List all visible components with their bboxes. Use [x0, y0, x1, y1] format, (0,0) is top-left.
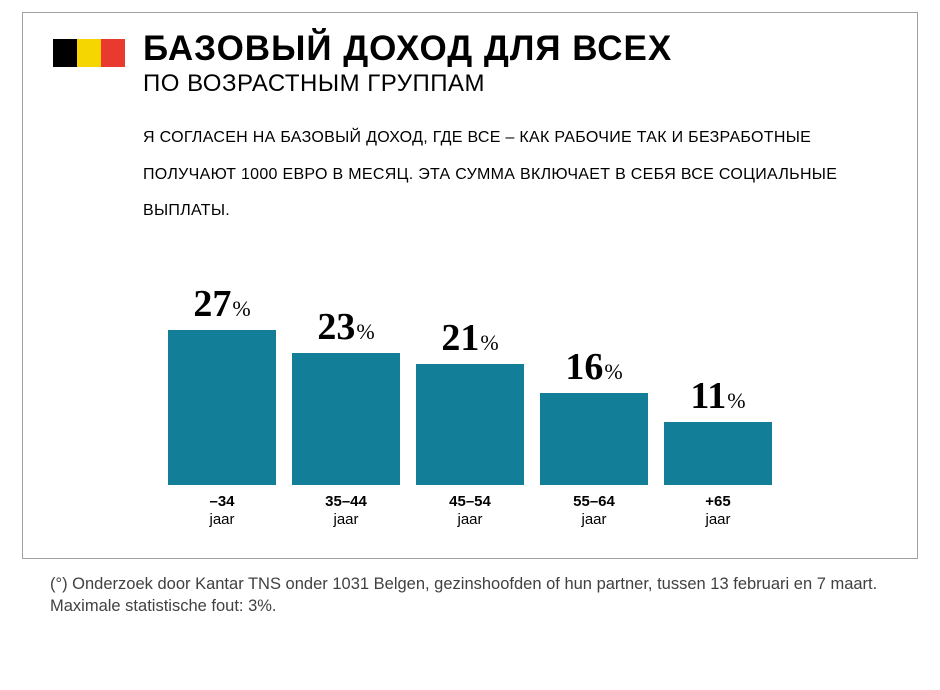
bar-category-label: 35–44jaar [325, 493, 367, 531]
bar [664, 422, 772, 485]
bar-group: 16% 55–64jaar [539, 345, 649, 530]
bar [540, 393, 648, 485]
chart-frame: БАЗОВЫЙ ДОХОД ДЛЯ ВСЕХ ПО ВОЗРАСТНЫМ ГРУ… [22, 12, 918, 559]
bar-category-label: 45–54jaar [449, 493, 491, 531]
bar-group: 23% 35–44jaar [291, 305, 401, 531]
flag-stripe-2 [77, 39, 101, 67]
bar-chart: 27% –34jaar 23% 35–44jaar 21% 45–54jaar 16% 55–… [53, 260, 887, 530]
bar [416, 364, 524, 485]
bar-value-label: 23% [317, 305, 374, 349]
bar-value-label: 27% [193, 282, 250, 326]
bar-category-label: +65jaar [705, 493, 730, 531]
belgium-flag-icon [53, 39, 125, 67]
bar-value-label: 11% [690, 374, 745, 418]
bar [292, 353, 400, 485]
titles-block: БАЗОВЫЙ ДОХОД ДЛЯ ВСЕХ ПО ВОЗРАСТНЫМ ГРУ… [143, 31, 887, 98]
bar-value-label: 16% [565, 345, 622, 389]
description-text: Я СОГЛАСЕН НА БАЗОВЫЙ ДОХОД, ГДЕ ВСЕ – К… [143, 120, 887, 230]
bar-group: 21% 45–54jaar [415, 316, 525, 530]
main-title: БАЗОВЫЙ ДОХОД ДЛЯ ВСЕХ [143, 31, 887, 68]
header-row: БАЗОВЫЙ ДОХОД ДЛЯ ВСЕХ ПО ВОЗРАСТНЫМ ГРУ… [53, 31, 887, 98]
flag-stripe-1 [53, 39, 77, 67]
flag-stripe-3 [101, 39, 125, 67]
subtitle: ПО ВОЗРАСТНЫМ ГРУППАМ [143, 70, 887, 98]
bar-category-label: 55–64jaar [573, 493, 615, 531]
footnote-text: (°) Onderzoek door Kantar TNS onder 1031… [50, 573, 918, 618]
bar-group: 27% –34jaar [167, 282, 277, 531]
bar-value-label: 21% [441, 316, 498, 360]
bar-group: 11% +65jaar [663, 374, 773, 531]
bar-category-label: –34jaar [209, 493, 234, 531]
bar [168, 330, 276, 485]
